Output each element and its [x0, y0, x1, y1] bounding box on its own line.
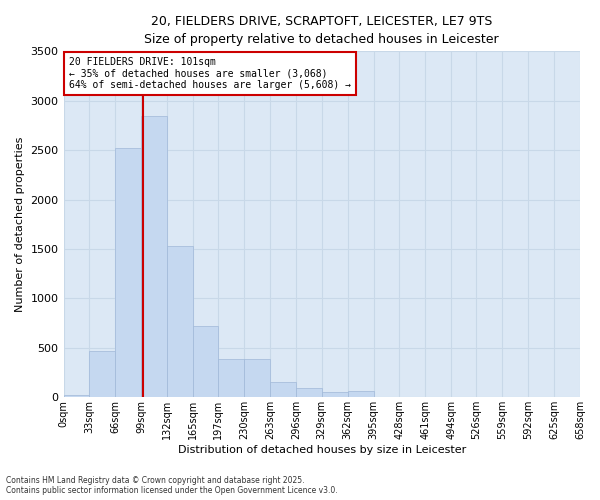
Y-axis label: Number of detached properties: Number of detached properties [15, 136, 25, 312]
X-axis label: Distribution of detached houses by size in Leicester: Distribution of detached houses by size … [178, 445, 466, 455]
Bar [322, 392, 347, 398]
Bar [115, 148, 141, 398]
Bar [218, 358, 244, 398]
Bar [167, 246, 193, 398]
Text: Contains HM Land Registry data © Crown copyright and database right 2025.
Contai: Contains HM Land Registry data © Crown c… [6, 476, 338, 495]
Bar [141, 116, 167, 398]
Bar [89, 351, 115, 398]
Bar [296, 388, 322, 398]
Bar [193, 326, 218, 398]
Title: 20, FIELDERS DRIVE, SCRAPTOFT, LEICESTER, LE7 9TS
Size of property relative to d: 20, FIELDERS DRIVE, SCRAPTOFT, LEICESTER… [145, 15, 499, 46]
Bar [270, 382, 296, 398]
Bar [244, 358, 270, 398]
Text: 20 FIELDERS DRIVE: 101sqm
← 35% of detached houses are smaller (3,068)
64% of se: 20 FIELDERS DRIVE: 101sqm ← 35% of detac… [69, 56, 351, 90]
Bar [64, 396, 89, 398]
Bar [347, 392, 374, 398]
